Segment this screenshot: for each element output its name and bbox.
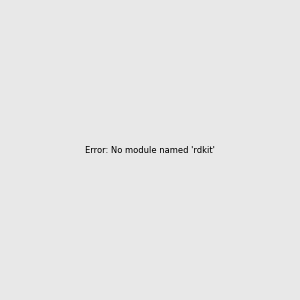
Text: Error: No module named 'rdkit': Error: No module named 'rdkit'	[85, 146, 215, 154]
